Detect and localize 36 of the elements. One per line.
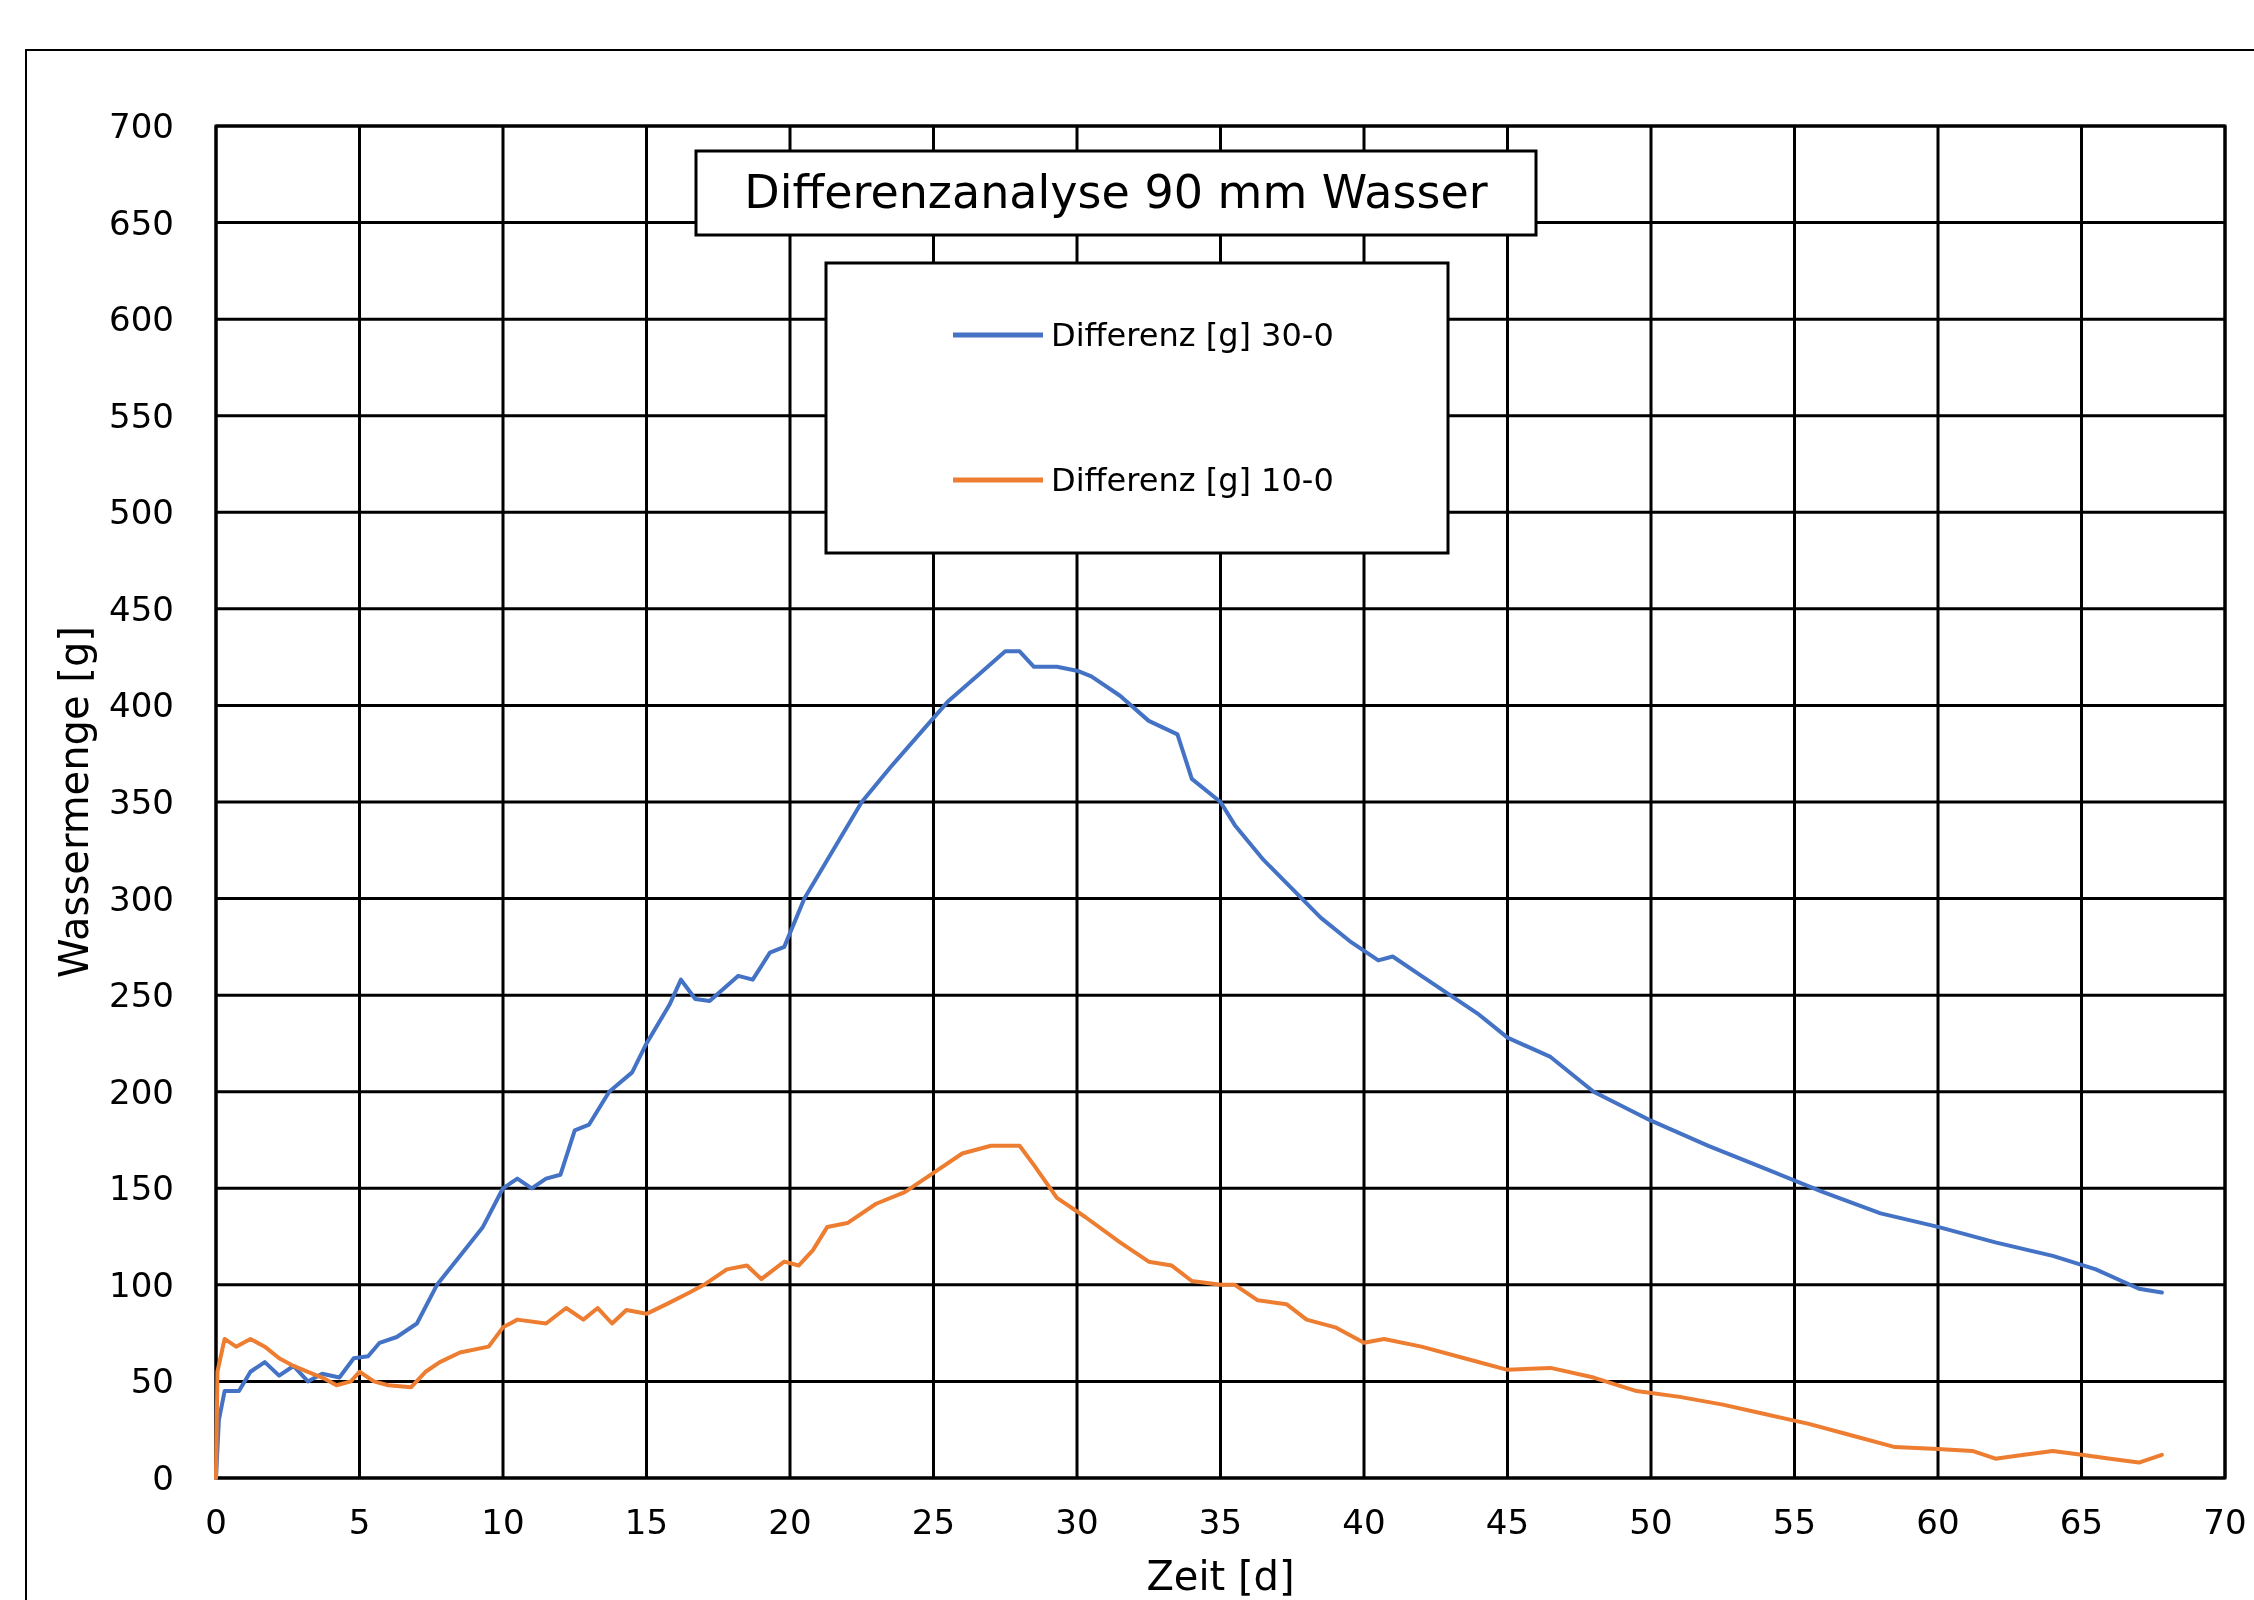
x-tick-label: 35	[1198, 1502, 1243, 1542]
y-tick-label: 500	[109, 492, 174, 533]
line-series	[214, 1143, 2164, 1480]
y-tick-label: 700	[109, 106, 174, 146]
y-axis-title: Wassermenge [g]	[51, 626, 97, 978]
x-tick-label: 5	[348, 1502, 371, 1542]
x-tick-label: 0	[205, 1502, 227, 1542]
y-tick-label: 600	[109, 299, 174, 340]
y-tick-label: 100	[109, 1264, 174, 1305]
y-tick-label: 450	[109, 588, 174, 629]
x-tick-label: 45	[1485, 1502, 1530, 1542]
x-tick-label: 50	[1629, 1502, 1673, 1542]
text: Differenzanalyse 90 mm Wasser	[744, 165, 1488, 219]
x-tick-label: 55	[1772, 1502, 1817, 1542]
x-tick-label: 65	[2059, 1502, 2104, 1542]
x-tick-label: 20	[768, 1502, 812, 1542]
y-tick-label: 0	[152, 1458, 174, 1498]
x-tick-label: 30	[1055, 1502, 1099, 1542]
x-tick-label: 60	[1916, 1502, 1960, 1542]
y-tick-label: 350	[109, 782, 174, 822]
y-tick-label: 250	[109, 975, 174, 1016]
x-tick-label: 15	[624, 1502, 669, 1542]
y-tick-label: 550	[109, 395, 174, 436]
y-tick-label: 300	[109, 878, 174, 919]
y-tick-label: 650	[109, 202, 174, 243]
y-tick-label: 200	[109, 1071, 174, 1112]
x-tick-label: 25	[911, 1502, 956, 1542]
legend-label: Differenz [g] 10-0	[1051, 461, 1334, 499]
x-tick-label: 10	[481, 1502, 525, 1542]
y-tick-label: 400	[109, 685, 174, 726]
x-tick-label: 40	[1342, 1502, 1386, 1542]
y-tick-label: 50	[130, 1361, 174, 1402]
x-tick-label: 70	[2203, 1502, 2247, 1542]
x-axis-title: Zeit [d]	[1146, 1553, 1295, 1599]
legend-label: Differenz [g] 30-0	[1051, 316, 1334, 354]
y-tick-label: 150	[109, 1168, 174, 1209]
